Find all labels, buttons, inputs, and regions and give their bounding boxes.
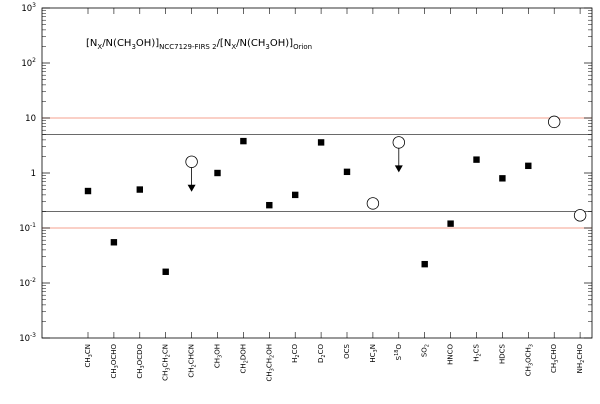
x-tick-label: H2CS <box>473 343 483 361</box>
x-tick-label: H2CO <box>291 344 301 363</box>
upper-limit-arrow-head <box>187 184 196 192</box>
x-tick-label: SO2 <box>421 344 431 357</box>
data-marks <box>84 115 587 275</box>
x-tick-label: CH3CH2OH <box>265 344 275 381</box>
x-tick-label: CH3CN <box>84 344 94 367</box>
x-tick-label: S18O <box>394 344 403 361</box>
data-point-circle <box>392 136 406 149</box>
data-point-square <box>110 239 118 246</box>
x-tick-label: CH3CHO <box>550 344 560 373</box>
y-tick-label: 103 <box>21 2 36 14</box>
data-point-square <box>84 187 92 195</box>
y-tick-label: 102 <box>21 57 36 69</box>
x-axis-ticks <box>87 8 581 338</box>
data-point-square <box>447 220 454 227</box>
x-tick-label: CH3OCDO <box>136 344 146 379</box>
x-tick-label: NH2CHO <box>576 344 586 374</box>
data-point-circle <box>185 155 198 168</box>
data-point-square <box>162 268 169 275</box>
chart-title: [NX/N(CH3OH)]NCC7129-FIRS 2/[NX/N(CH3OH)… <box>86 38 312 51</box>
y-tick-label: 1 <box>31 169 36 179</box>
data-point-square <box>240 137 247 145</box>
y-axis-ticks: 10-3 10-2 10-1 1 10 102 103 <box>19 2 592 344</box>
x-tick-label: CH3OCHO <box>110 344 120 379</box>
data-point-square <box>214 169 221 177</box>
x-axis-labels: CH3CN CH3OCHO CH3OCDO CH3CH2CN CH2CHCN CH3OH C… <box>84 343 586 381</box>
x-tick-label: D2CO <box>317 344 327 363</box>
x-tick-label: CH3OCH3 <box>524 344 534 376</box>
data-point-square <box>136 186 143 193</box>
x-tick-label: CH2CHCN <box>188 344 198 378</box>
x-tick-label: CH3OH <box>214 344 224 368</box>
y-tick-label: 10-2 <box>19 277 36 289</box>
x-tick-label: CH2DOH <box>239 344 249 374</box>
data-point-square <box>421 260 428 268</box>
data-point-square <box>343 168 351 176</box>
x-tick-label: OCS <box>343 343 351 358</box>
data-point-circle <box>548 115 561 129</box>
y-tick-label: 10 <box>25 114 36 124</box>
data-point-square <box>317 139 325 146</box>
x-tick-label: HNCO <box>447 344 455 365</box>
data-point-square <box>499 175 506 182</box>
data-point-square <box>266 201 273 209</box>
y-tick-label: 10-3 <box>19 332 36 344</box>
plot-frame <box>41 7 593 339</box>
data-point-square <box>292 191 299 199</box>
data-point-circle <box>573 209 587 222</box>
x-tick-label: CH3CH2CN <box>162 344 172 381</box>
upper-limit-arrow-head <box>394 165 403 173</box>
data-point-square <box>473 156 480 163</box>
data-point-square <box>525 162 532 170</box>
y-tick-label: 10-1 <box>19 222 36 234</box>
data-point-circle <box>366 197 380 210</box>
x-tick-label: HDCS <box>498 343 506 364</box>
x-tick-label: HC3N <box>369 344 379 363</box>
reference-lines <box>42 117 592 229</box>
